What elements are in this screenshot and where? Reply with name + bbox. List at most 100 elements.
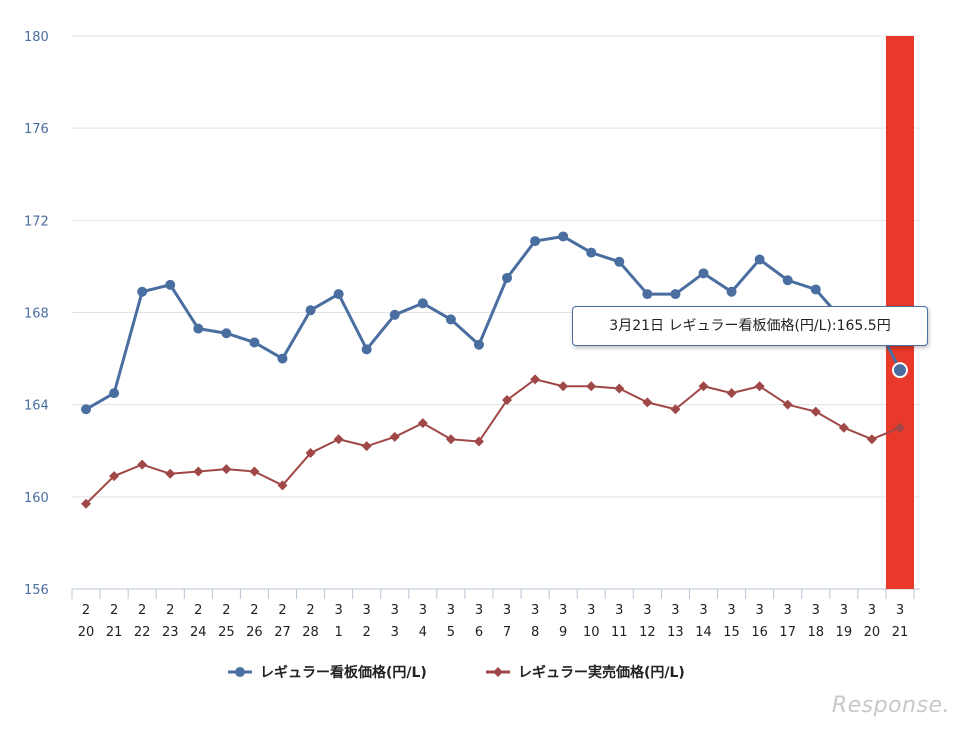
legend-marker-diamond: [493, 667, 503, 677]
series-1-point: [417, 298, 428, 309]
y-tick-label: 172: [24, 214, 49, 229]
x-tick-label-day: 16: [751, 625, 768, 640]
series-2-point: [221, 464, 232, 475]
x-tick-label-day: 4: [419, 625, 427, 640]
x-tick-label-month: 2: [138, 603, 146, 618]
series-2-point: [109, 471, 120, 482]
series-1-point: [473, 339, 484, 350]
legend: レギュラー看板価格(円/L) レギュラー実売価格(円/L): [228, 664, 685, 681]
series-2-point: [361, 441, 372, 452]
x-tick-label-day: 27: [274, 625, 291, 640]
series-2-point: [586, 381, 597, 392]
series-2-point: [810, 406, 821, 417]
series-layer: [81, 231, 908, 509]
series-1-point: [614, 256, 625, 267]
x-tick-label-day: 7: [503, 625, 511, 640]
x-tick-label-day: 28: [302, 625, 319, 640]
legend-label-2: レギュラー実売価格(円/L): [518, 664, 685, 681]
series-2-point: [389, 431, 400, 442]
series-1-point: [445, 314, 456, 325]
series-2-point: [165, 468, 176, 479]
series-1-point: [81, 404, 92, 415]
x-tick-label-month: 3: [503, 603, 511, 618]
series-2-point: [726, 388, 737, 399]
series-2-point: [558, 381, 569, 392]
x-tick-label-day: 22: [134, 625, 151, 640]
x-tick-label-day: 18: [807, 625, 824, 640]
y-tick-label: 180: [24, 30, 49, 45]
x-tick-label-month: 3: [559, 603, 567, 618]
y-tick-label: 168: [24, 307, 49, 322]
x-tick-label-month: 3: [363, 603, 371, 618]
series-1-point: [698, 268, 709, 279]
x-tick-label-day: 21: [892, 625, 909, 640]
series-2-point: [249, 466, 260, 477]
series-1-point: [333, 289, 344, 300]
series-2-point: [614, 383, 625, 394]
x-tick-label-month: 3: [784, 603, 792, 618]
x-tick-label-month: 3: [334, 603, 342, 618]
series-2-point: [417, 418, 428, 429]
x-tick-label-day: 21: [106, 625, 123, 640]
x-tick-label-month: 2: [166, 603, 174, 618]
x-tick-label-month: 3: [615, 603, 623, 618]
series-1-point: [782, 275, 793, 286]
x-tick-label-month: 3: [840, 603, 848, 618]
series-1-point: [530, 236, 541, 247]
y-tick-label: 156: [24, 583, 49, 598]
series-2-point: [502, 395, 513, 406]
x-tick-label-day: 14: [695, 625, 712, 640]
series-2-point: [530, 374, 541, 385]
series-2-point: [698, 381, 709, 392]
series-2-point: [473, 436, 484, 447]
series-1-point: [891, 362, 908, 379]
series-2-point: [137, 459, 148, 470]
x-tick-label-month: 3: [727, 603, 735, 618]
series-1-point: [193, 323, 204, 334]
series-2-point: [642, 397, 653, 408]
x-tick-label-day: 5: [447, 625, 455, 640]
x-tick-label-day: 13: [667, 625, 684, 640]
series-2-point: [838, 422, 849, 433]
x-tick-label-day: 20: [78, 625, 95, 640]
series-1-point: [165, 279, 176, 290]
series-1-point: [277, 353, 288, 364]
x-tick-label-month: 3: [896, 603, 904, 618]
x-tick-label-day: 6: [475, 625, 483, 640]
x-tick-label-month: 2: [82, 603, 90, 618]
series-2-point: [305, 448, 316, 459]
x-tick-label-month: 2: [306, 603, 314, 618]
x-tick-label-month: 2: [110, 603, 118, 618]
x-tick-label-day: 26: [246, 625, 263, 640]
x-tick-label-month: 3: [699, 603, 707, 618]
series-1-point: [137, 286, 148, 297]
x-axis: 2202212222232242252262272283132333435363…: [71, 589, 915, 640]
series-2-point: [782, 399, 793, 410]
x-tick-label-day: 20: [864, 625, 881, 640]
x-tick-label-day: 25: [218, 625, 235, 640]
x-tick-label-day: 11: [611, 625, 628, 640]
series-2-point: [754, 381, 765, 392]
series-1-point: [810, 284, 821, 295]
y-axis: 156 160 164 168 172 176 180: [24, 30, 49, 598]
y-tick-label: 164: [24, 399, 49, 414]
x-tick-label-day: 8: [531, 625, 539, 640]
x-tick-label-day: 3: [391, 625, 399, 640]
y-tick-label: 176: [24, 122, 49, 137]
x-tick-label-day: 9: [559, 625, 567, 640]
x-tick-label-month: 2: [278, 603, 286, 618]
series-2-point: [670, 404, 681, 415]
x-tick-label-month: 3: [643, 603, 651, 618]
x-tick-label-month: 3: [391, 603, 399, 618]
x-tick-label-day: 24: [190, 625, 207, 640]
series-2-point: [81, 498, 92, 509]
x-tick-label-month: 3: [531, 603, 539, 618]
series-line-2: [85, 378, 901, 505]
legend-label-1: レギュラー看板価格(円/L): [260, 664, 427, 681]
x-tick-label-month: 3: [419, 603, 427, 618]
x-tick-label-month: 2: [194, 603, 202, 618]
x-tick-label-day: 10: [583, 625, 600, 640]
x-tick-label-month: 3: [755, 603, 763, 618]
